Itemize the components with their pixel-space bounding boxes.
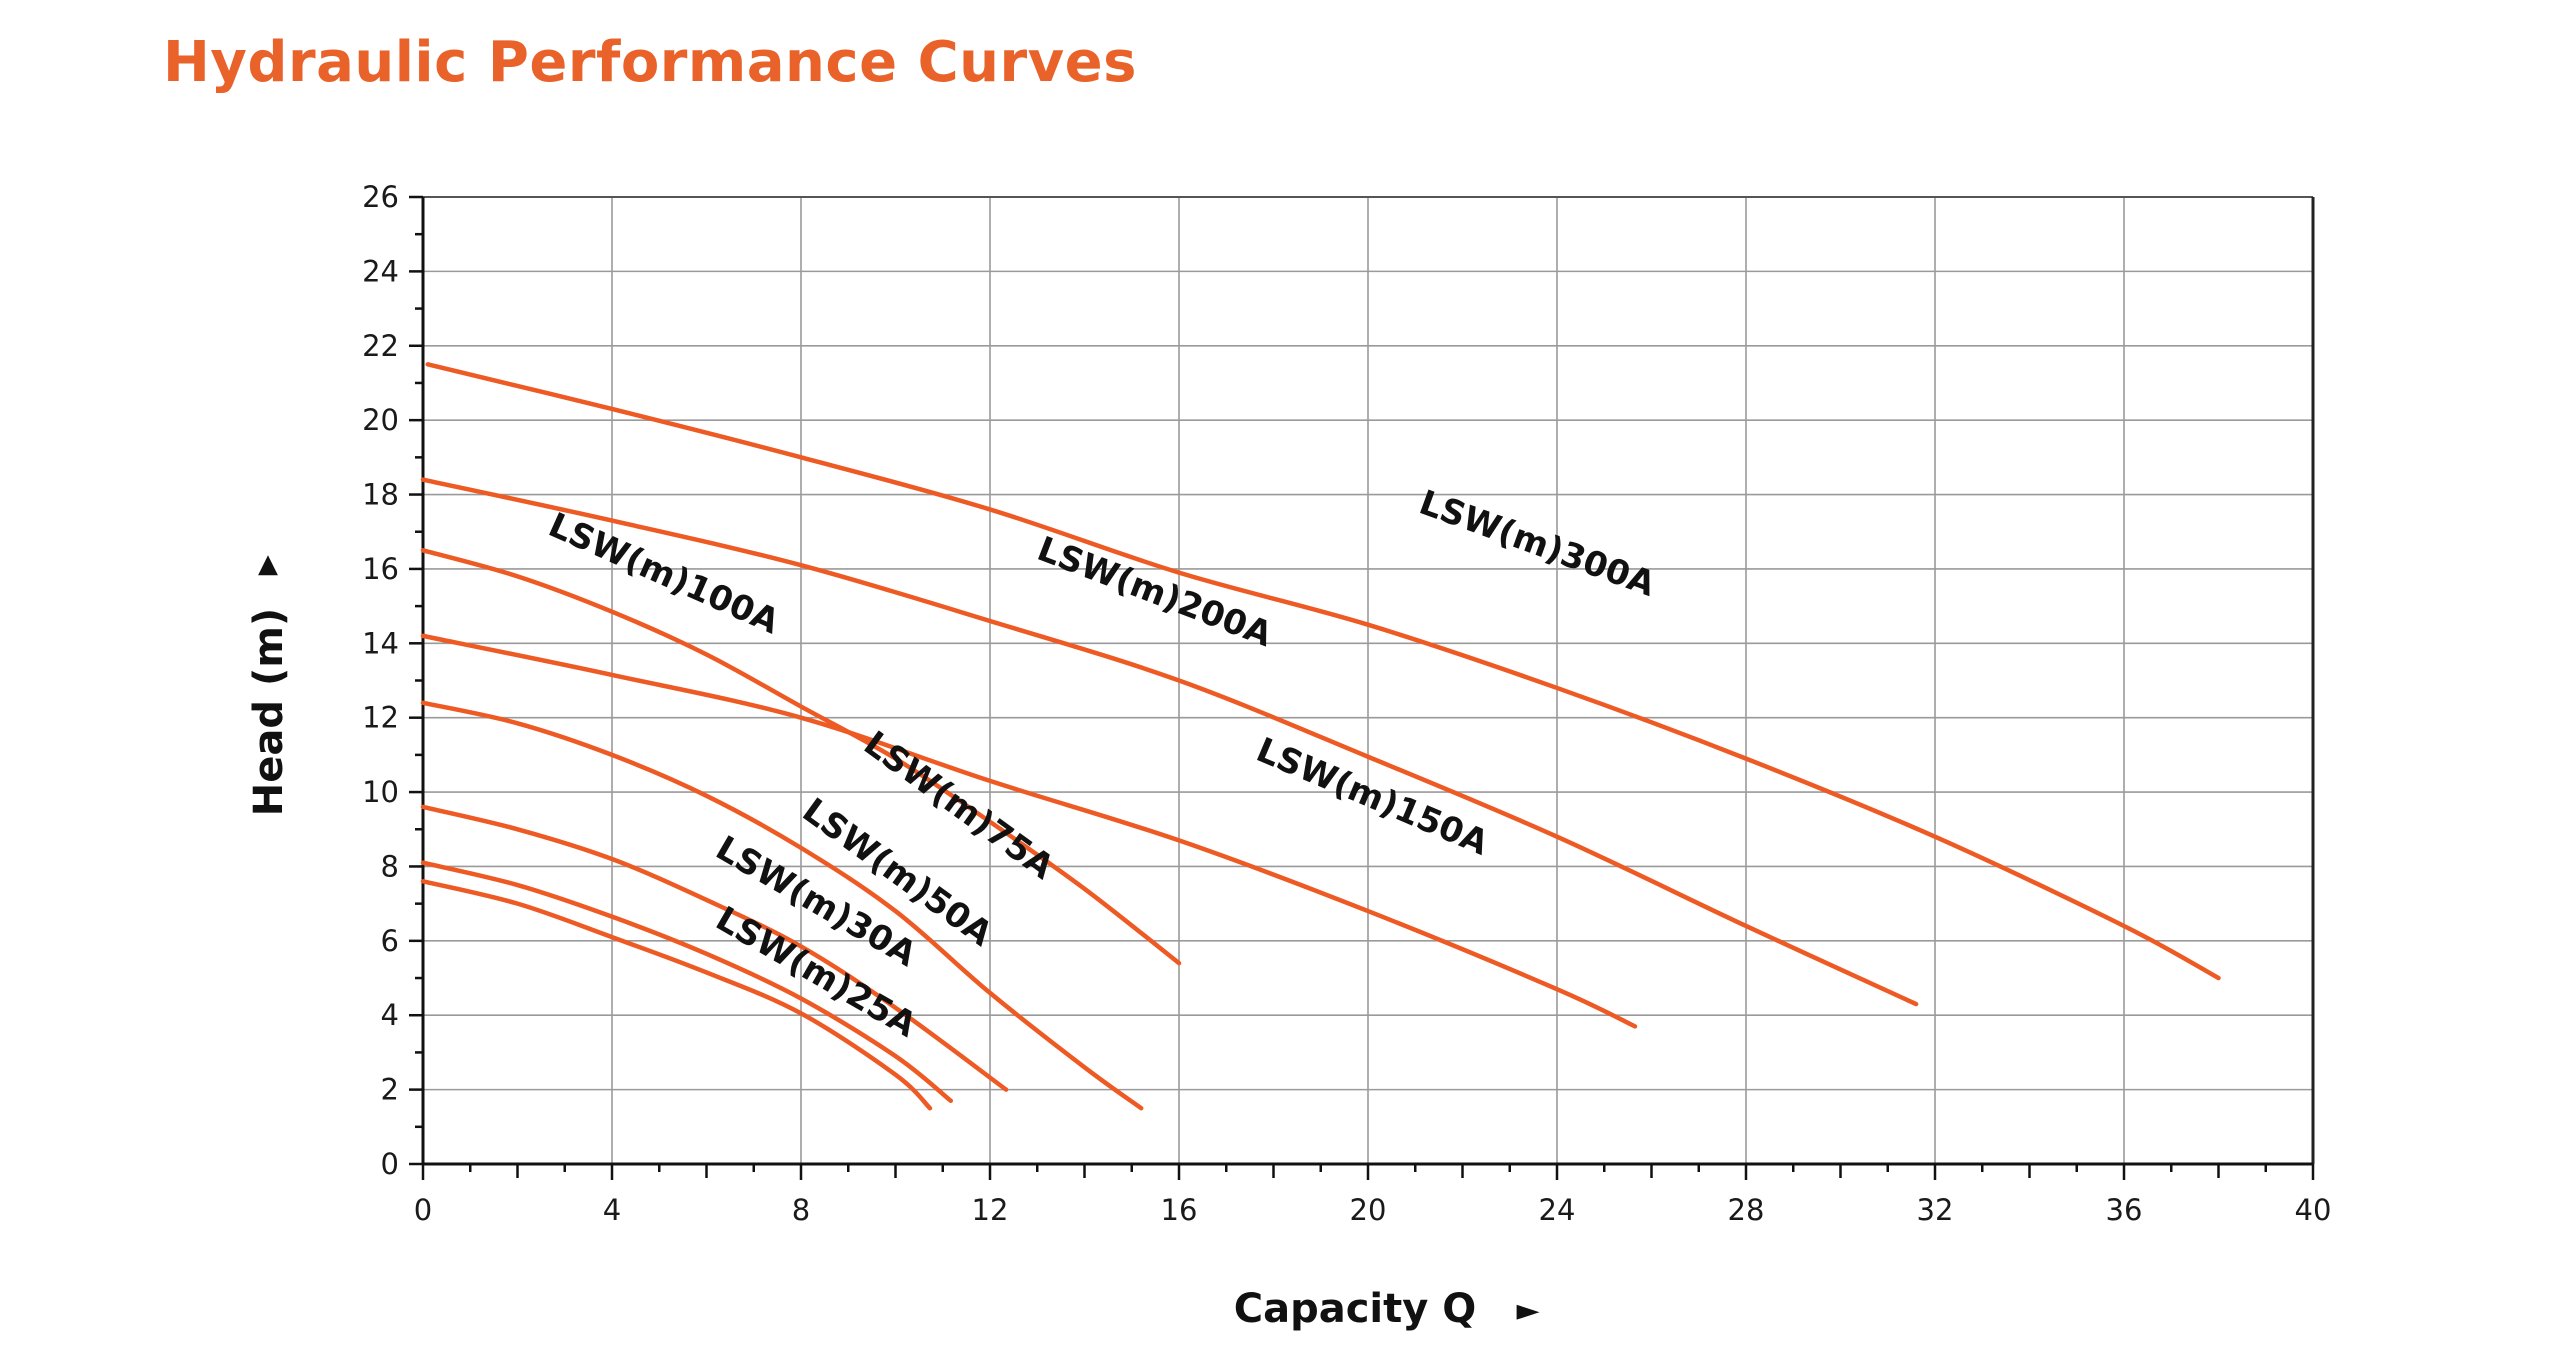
y-tick-label: 22: [362, 329, 399, 363]
x-tick-label: 20: [1350, 1193, 1387, 1227]
curve-lsw-m-100a: [420, 548, 1182, 966]
curve-lsw-m-50a: [420, 804, 1009, 1092]
axis-ticks: [409, 195, 2315, 1180]
x-tick-label: 40: [2295, 1193, 2332, 1227]
curve-lsw-m-300a: [425, 362, 2221, 981]
x-tick-label: 4: [603, 1193, 621, 1227]
y-tick-label: 18: [362, 478, 399, 512]
y-tick-label: 24: [362, 254, 399, 288]
x-tick-label: 36: [2106, 1193, 2143, 1227]
curve-label-lsw-m-100a: LSW(m)100A: [543, 505, 786, 642]
curve-label-lsw-m-300a: LSW(m)300A: [1414, 483, 1661, 605]
y-tick-label: 20: [362, 403, 399, 437]
page-title: Hydraulic Performance Curves: [163, 30, 1137, 95]
x-tick-label: 24: [1539, 1193, 1576, 1227]
grid-lines: [423, 197, 2313, 1164]
curve-lsw-m-200a: [420, 477, 1919, 1007]
curve-label-lsw-m-150a: LSW(m)150A: [1251, 730, 1495, 864]
x-tick-label: 28: [1728, 1193, 1765, 1227]
y-tick-label: 10: [362, 775, 399, 809]
curve-lsw-m-25a: [420, 879, 933, 1111]
x-tick-label: 8: [792, 1193, 810, 1227]
curve-lsw-m-150a: [420, 633, 1638, 1029]
curves: [420, 362, 2221, 1111]
y-tick-label: 16: [362, 552, 399, 586]
x-tick-label: 12: [972, 1193, 1009, 1227]
x-axis-title: Capacity Q: [1234, 1286, 1477, 1332]
y-tick-label: 4: [381, 998, 399, 1032]
tick-labels: 0 4 8 12 16 20 24 28 32 36 40024681012141618202224…: [362, 180, 2331, 1227]
y-tick-label: 26: [362, 180, 399, 214]
y-tick-label: 2: [381, 1073, 399, 1107]
y-tick-label: 8: [381, 849, 399, 883]
curve-lsw-m-75a: [420, 700, 1144, 1111]
y-tick-label: 12: [362, 701, 399, 735]
curve-lsw-m-30a: [420, 860, 954, 1104]
y-tick-label: 14: [362, 626, 399, 660]
x-tick-label: 32: [1917, 1193, 1954, 1227]
x-tick-label: 0: [414, 1193, 432, 1227]
plot-frame: [421, 196, 2315, 1166]
y-axis-arrow-icon: ▲: [258, 549, 278, 579]
x-axis-arrow-icon: ►: [1516, 1293, 1539, 1328]
y-tick-label: 0: [381, 1147, 399, 1181]
y-axis-title: Head (m): [246, 608, 292, 816]
x-tick-label: 16: [1161, 1193, 1198, 1227]
y-tick-label: 6: [381, 924, 399, 958]
